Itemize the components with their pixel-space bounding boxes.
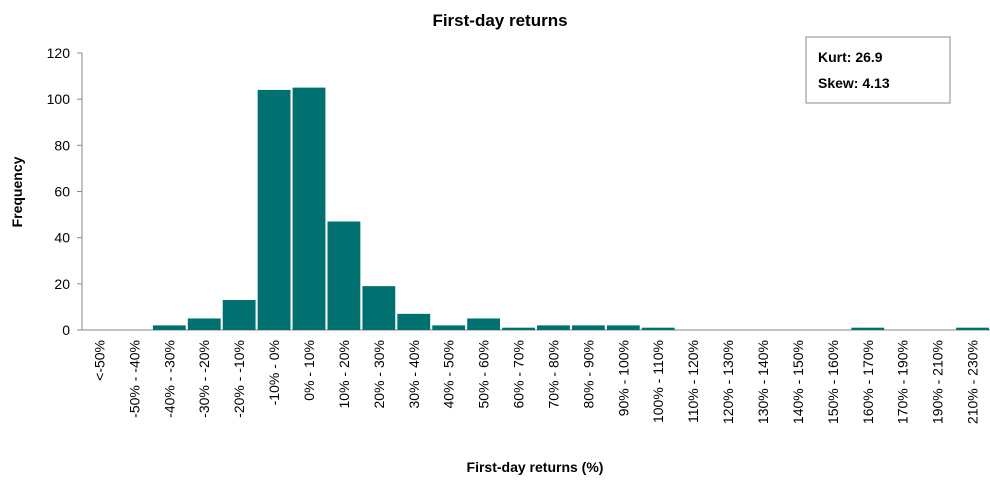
x-tick-label: -30% - -20%: [196, 340, 212, 418]
x-tick-label: 210% - 230%: [965, 340, 981, 424]
bar: [851, 327, 885, 330]
x-tick-label: 90% - 100%: [615, 340, 631, 416]
bar: [502, 327, 535, 330]
annotation: Kurt: 26.9: [818, 49, 883, 65]
y-tick-label: 20: [54, 276, 70, 292]
bar: [606, 325, 640, 330]
bar: [327, 221, 361, 330]
x-tick-label: -10% - 0%: [266, 340, 282, 405]
bar: [571, 325, 605, 330]
x-axis-label: First-day returns (%): [467, 459, 604, 475]
annotation-box: [805, 36, 951, 104]
y-tick-label: 0: [62, 322, 70, 338]
y-axis-label: Frequency: [9, 156, 25, 227]
x-tick-label: 10% - 20%: [336, 340, 352, 408]
bar: [467, 318, 501, 330]
bar: [956, 327, 989, 330]
x-tick-label: 140% - 150%: [790, 340, 806, 424]
x-tick-label: -40% - -30%: [161, 340, 177, 418]
x-tick-label: 40% - 50%: [441, 340, 457, 408]
x-tick-label: 170% - 190%: [895, 340, 911, 424]
y-tick-label: 120: [47, 45, 71, 61]
x-tick-label: 160% - 170%: [860, 340, 876, 424]
bar: [187, 318, 221, 330]
bar: [432, 325, 466, 330]
chart-title: First-day returns: [432, 11, 567, 30]
x-tick-label: 120% - 130%: [720, 340, 736, 424]
y-tick-label: 40: [54, 230, 70, 246]
annotation: Skew: 4.13: [818, 75, 890, 91]
x-tick-label: 130% - 140%: [755, 340, 771, 424]
y-tick-label: 80: [54, 137, 70, 153]
bar: [641, 327, 675, 330]
x-tick-label: -50% - -40%: [126, 340, 142, 418]
bar: [397, 313, 431, 330]
x-tick-label: 110% - 120%: [685, 340, 701, 423]
x-tick-label: 80% - 90%: [580, 340, 596, 408]
x-tick-label: 60% - 70%: [511, 340, 527, 408]
x-tick-label: 100% - 110%: [650, 340, 666, 423]
bar: [222, 299, 256, 330]
x-tick-label: 70% - 80%: [545, 340, 561, 408]
x-tick-label: 20% - 30%: [371, 340, 387, 408]
x-tick-label: 50% - 60%: [476, 340, 492, 408]
bar: [537, 325, 570, 330]
x-tick-label: 0% - 10%: [301, 340, 317, 401]
y-tick-label: 100: [47, 91, 71, 107]
bar: [362, 286, 396, 330]
x-tick-label: <-50%: [91, 340, 107, 381]
bar: [257, 89, 291, 330]
x-tick-label: 30% - 40%: [406, 340, 422, 408]
x-tick-label: 190% - 210%: [930, 340, 946, 424]
bar: [152, 325, 186, 330]
x-tick-label: -20% - -10%: [231, 340, 247, 418]
y-tick-label: 60: [54, 184, 70, 200]
x-tick-label: 150% - 160%: [825, 340, 841, 424]
bar: [292, 87, 326, 330]
